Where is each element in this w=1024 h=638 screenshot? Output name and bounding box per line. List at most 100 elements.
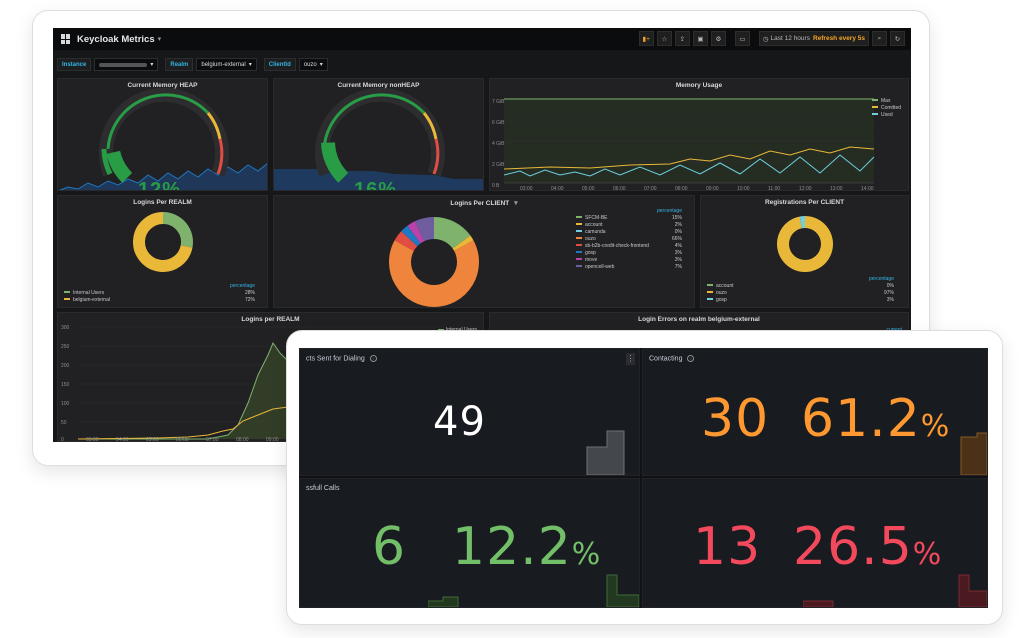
share-icon[interactable]: ⇪ [674, 31, 690, 46]
legend-item[interactable]: Internal Users 28% [62, 289, 257, 296]
x-tick-label: 04:00 [116, 437, 129, 442]
legend-item[interactable]: Max [870, 97, 904, 104]
top-navbar: Keycloak Metrics ▾ ▮+ ☆ ⇪ ▣ ⚙ ▭ ◷ Last 1… [53, 28, 911, 50]
dashboard-grid-icon[interactable] [61, 34, 71, 44]
donut-slice [414, 217, 435, 242]
clock-icon: ◷ [762, 35, 769, 43]
x-tick-label: 13:00 [830, 186, 843, 191]
registrations-donut [777, 216, 833, 272]
instance-value-redacted [99, 62, 148, 67]
legend-item[interactable]: ouzo 97% [705, 289, 896, 296]
nav-actions: ▮+ ☆ ⇪ ▣ ⚙ ▭ ◷ Last 12 hours Refresh eve… [638, 31, 905, 46]
y-tick-label: 200 [61, 363, 70, 369]
panel-title: Memory Usage [675, 82, 723, 89]
registrations-per-client-panel[interactable]: Registrations Per CLIENT percentage acco… [700, 195, 909, 308]
successful-calls-percent: 12.2% [452, 517, 602, 577]
donut-slice [777, 216, 833, 272]
heap-gauge-panel[interactable]: Current Memory HEAP 12% [57, 78, 268, 191]
instance-select[interactable]: ▾ [94, 58, 159, 71]
legend-item[interactable]: gosp 3% [574, 249, 684, 256]
legend-item[interactable]: sb-b2b-credit-check-frontend 4% [574, 242, 684, 249]
fourth-stat-panel[interactable]: 13 26.5% [642, 478, 988, 608]
sent-for-dialing-value: 49 [433, 399, 486, 445]
nonheap-gauge-panel[interactable]: Current Memory nonHEAP 16% [273, 78, 484, 191]
legend-item[interactable]: account 0% [705, 282, 896, 289]
realm-select[interactable]: belgium-external ▾ [196, 58, 257, 71]
time-picker-button[interactable]: ◷ Last 12 hours Refresh every 5s [758, 31, 869, 46]
save-icon[interactable]: ▣ [692, 31, 708, 46]
x-tick-label: 08:00 [236, 437, 249, 442]
legend-item[interactable]: SFCM-BE 15% [574, 214, 684, 221]
chevron-down-icon[interactable]: ▾ [157, 36, 162, 43]
sparkline [958, 574, 987, 607]
x-tick-label: 12:00 [799, 186, 812, 191]
stats-dashboard-screen: cts Sent for Dialing i ⋮ 49 Contacting i 3… [299, 348, 988, 608]
x-tick-label: 06:00 [613, 186, 626, 191]
x-tick-label: 07:00 [206, 437, 219, 442]
legend-item[interactable]: ouzo 66% [574, 235, 684, 242]
x-tick-label: 03:00 [86, 437, 99, 442]
panel-title: Logins Per CLIENT ▾ [450, 200, 518, 207]
x-tick-label: 04:00 [551, 186, 564, 191]
y-tick-label: 50 [61, 420, 67, 426]
y-tick-label: 4 GiB [492, 141, 505, 147]
x-tick-label: 03:00 [520, 186, 533, 191]
x-tick-label: 08:00 [675, 186, 688, 191]
y-tick-label: 300 [61, 325, 70, 331]
y-tick-label: 100 [61, 401, 70, 407]
gear-icon[interactable]: ⚙ [710, 31, 726, 46]
heap-gauge [59, 87, 267, 190]
memory-legend: Max Comitted Used [870, 97, 904, 118]
nonheap-gauge [274, 87, 483, 190]
donut-slice [452, 235, 474, 252]
refresh-icon[interactable]: ↻ [890, 31, 905, 46]
memory-usage-panel[interactable]: Memory Usage 7 GiB 6 GiB 4 GiB 2 GiB 0 B 03:… [489, 78, 909, 191]
x-tick-label: 07:00 [644, 186, 657, 191]
info-icon[interactable]: i [687, 355, 695, 362]
logins-per-client-panel[interactable]: Logins Per CLIENT ▾ percentage SFCM-BE 15… [273, 195, 695, 308]
star-icon[interactable]: ☆ [656, 31, 672, 46]
tv-mode-icon[interactable]: ▭ [734, 31, 750, 46]
heap-value: 12% [138, 179, 182, 191]
dashboard-title[interactable]: Keycloak Metrics [77, 33, 155, 45]
successful-calls-value: 6 [372, 517, 407, 577]
legend-item[interactable]: belgium-external 72% [62, 296, 257, 303]
legend-item[interactable]: move 3% [574, 256, 684, 263]
contacting-value: 30 [701, 389, 770, 449]
x-tick-label: 11:00 [768, 186, 780, 191]
panel-title: Current Memory nonHEAP [337, 82, 420, 89]
legend-item[interactable]: Comitted [870, 104, 904, 111]
registrations-legend: percentage account 0% ouzo 97% gosp 3% [705, 276, 896, 303]
client-select[interactable]: ouzo ▾ [298, 58, 328, 71]
sparkline [586, 430, 625, 475]
sparkline [803, 600, 834, 607]
y-tick-label: 250 [61, 344, 70, 350]
contacting-panel[interactable]: Contacting i 30 61.2% [642, 348, 988, 476]
donut-slice [401, 225, 421, 247]
y-tick-label: 6 GiB [492, 120, 505, 126]
sparkline [428, 596, 459, 607]
add-panel-icon[interactable]: ▮+ [638, 31, 654, 46]
successful-calls-panel[interactable]: ssfull Calls 6 12.2% [299, 478, 640, 608]
panel-title: ssfull Calls [306, 485, 340, 492]
logins-per-client-donut [389, 217, 479, 307]
panel-title: cts Sent for Dialing i [306, 355, 377, 362]
panel-menu-icon[interactable]: ⋮ [626, 353, 635, 365]
contacting-percent: 61.2% [801, 389, 951, 449]
legend-item[interactable]: camunda 0% [574, 228, 684, 235]
info-icon[interactable]: i [369, 355, 377, 362]
logins-per-realm-panel[interactable]: Logins Per REALM percentage Internal Use… [57, 195, 268, 308]
y-tick-label: 7 GiB [492, 99, 505, 105]
y-tick-label: 0 B [492, 183, 500, 189]
legend-item[interactable]: account 2% [574, 221, 684, 228]
logins-per-realm-donut [133, 212, 193, 272]
legend-item[interactable]: opencell-web 7% [574, 263, 684, 270]
x-tick-label: 09:00 [706, 186, 719, 191]
legend-item[interactable]: gosp 3% [705, 296, 896, 303]
legend-item[interactable]: Used [870, 111, 904, 118]
fourth-percent: 26.5% [793, 517, 943, 577]
client-label: ClientId [263, 58, 296, 71]
x-tick-label: 10:00 [737, 186, 750, 191]
sent-for-dialing-panel[interactable]: cts Sent for Dialing i ⋮ 49 [299, 348, 640, 476]
zoom-out-icon[interactable]: ⌕ [872, 31, 887, 46]
